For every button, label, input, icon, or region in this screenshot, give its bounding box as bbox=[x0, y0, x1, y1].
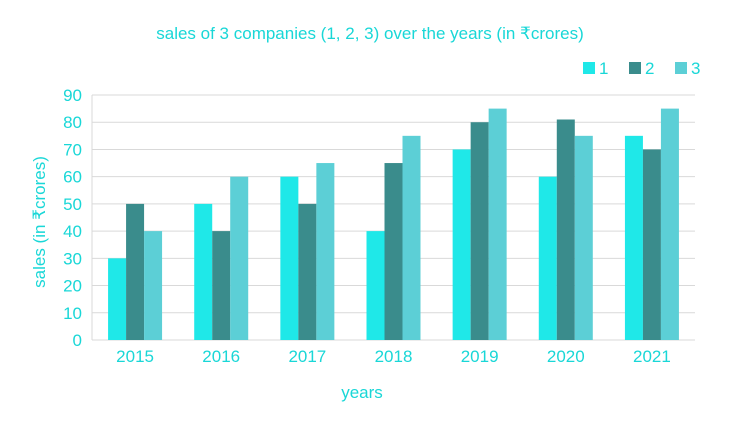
legend-swatch-3 bbox=[675, 62, 687, 74]
bar-2018-series-2 bbox=[384, 163, 403, 340]
legend-label: 3 bbox=[691, 59, 700, 78]
y-tick-label: 40 bbox=[63, 222, 82, 241]
x-tick-label: 2018 bbox=[375, 347, 413, 366]
bar-2018-series-3 bbox=[402, 135, 421, 340]
y-tick-label: 70 bbox=[63, 140, 82, 159]
bar-2018-series-1 bbox=[366, 231, 385, 340]
bar-2016-series-3 bbox=[230, 176, 249, 340]
y-tick-label: 50 bbox=[63, 195, 82, 214]
bar-2019-series-3 bbox=[488, 108, 507, 340]
bar-2016-series-1 bbox=[194, 203, 213, 340]
x-axis-ticks: 2015 2016 2017 2018 2019 2020 2021 bbox=[116, 347, 671, 366]
y-tick-label: 20 bbox=[63, 277, 82, 296]
bar-2015-series-3 bbox=[144, 231, 163, 340]
legend-swatch-2 bbox=[629, 62, 641, 74]
x-tick-label: 2019 bbox=[461, 347, 499, 366]
legend-label: 2 bbox=[645, 59, 654, 78]
bar-2021-series-1 bbox=[624, 135, 643, 340]
legend-label: 1 bbox=[599, 59, 608, 78]
bar-2019-series-2 bbox=[470, 122, 489, 340]
y-tick-label: 0 bbox=[73, 331, 82, 350]
bar-2020-series-2 bbox=[556, 119, 575, 340]
legend-swatch-1 bbox=[583, 62, 595, 74]
bar-2019-series-1 bbox=[452, 149, 471, 340]
bar-2017-series-2 bbox=[298, 203, 317, 340]
bar-2021-series-3 bbox=[660, 108, 679, 340]
y-axis-label: sales (in ₹crores) bbox=[30, 156, 49, 288]
x-tick-label: 2021 bbox=[633, 347, 671, 366]
bars bbox=[108, 108, 679, 340]
bar-2015-series-1 bbox=[108, 258, 127, 340]
bar-2016-series-2 bbox=[212, 231, 231, 340]
y-tick-label: 30 bbox=[63, 249, 82, 268]
x-tick-label: 2020 bbox=[547, 347, 585, 366]
x-tick-label: 2015 bbox=[116, 347, 154, 366]
bar-2021-series-2 bbox=[642, 149, 661, 340]
bar-2015-series-2 bbox=[126, 203, 145, 340]
bar-2020-series-3 bbox=[574, 135, 593, 340]
x-axis-label: years bbox=[341, 383, 383, 402]
bar-2017-series-3 bbox=[316, 163, 335, 340]
y-tick-label: 60 bbox=[63, 168, 82, 187]
bar-2020-series-1 bbox=[538, 176, 557, 340]
y-tick-label: 80 bbox=[63, 113, 82, 132]
legend: 1 2 3 bbox=[583, 59, 700, 78]
y-tick-label: 10 bbox=[63, 304, 82, 323]
chart-title: sales of 3 companies (1, 2, 3) over the … bbox=[156, 24, 584, 43]
x-tick-label: 2016 bbox=[202, 347, 240, 366]
y-tick-label: 90 bbox=[63, 86, 82, 105]
x-tick-label: 2017 bbox=[288, 347, 326, 366]
y-axis-ticks: 0 10 20 30 40 50 60 70 80 90 bbox=[63, 86, 82, 350]
bar-2017-series-1 bbox=[280, 176, 299, 340]
